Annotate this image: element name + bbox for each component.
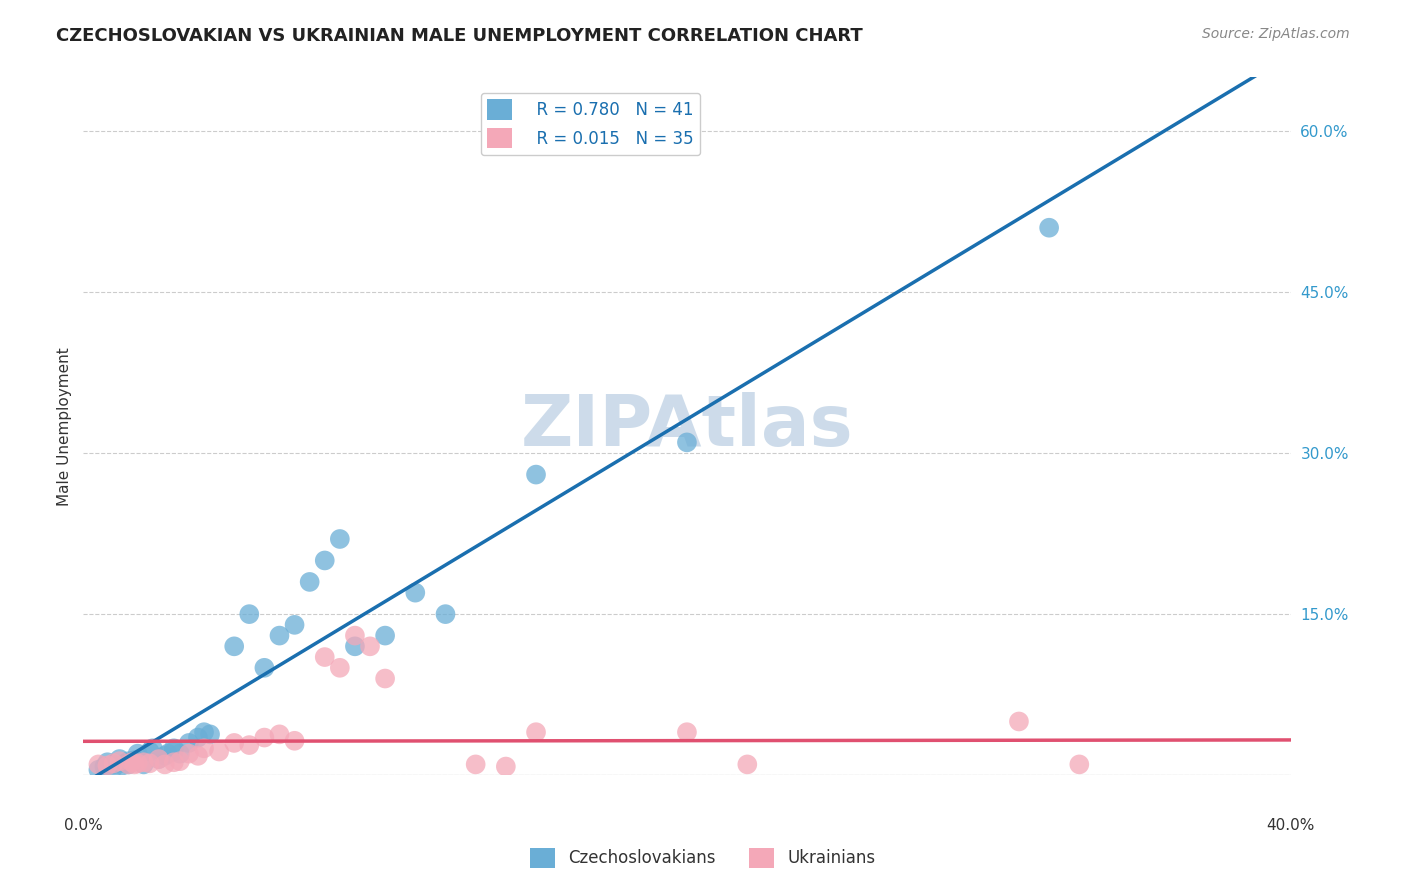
Point	[329, 661, 352, 675]
Point	[138, 756, 160, 771]
Point	[1069, 757, 1091, 772]
Point	[495, 759, 517, 773]
Point	[121, 756, 143, 770]
Point	[269, 629, 291, 643]
Point	[148, 752, 170, 766]
Point	[193, 725, 215, 739]
Point	[132, 757, 155, 772]
Point	[132, 756, 155, 770]
Point	[163, 756, 186, 770]
Point	[124, 757, 146, 772]
Point	[117, 757, 139, 772]
Point	[284, 733, 307, 747]
Point	[163, 741, 186, 756]
Point	[193, 741, 215, 756]
Point	[224, 640, 246, 654]
Point	[238, 738, 260, 752]
Point	[329, 532, 352, 546]
Point	[108, 752, 131, 766]
Point	[153, 757, 176, 772]
Point	[103, 757, 125, 772]
Point	[111, 758, 134, 772]
Point	[187, 748, 209, 763]
Point	[359, 640, 381, 654]
Point	[676, 435, 699, 450]
Point	[374, 629, 396, 643]
Point	[117, 757, 139, 772]
Point	[343, 640, 366, 654]
Point	[169, 754, 191, 768]
Text: ZIPAtlas: ZIPAtlas	[520, 392, 853, 461]
Legend:   R = 0.780   N = 41,   R = 0.015   N = 35: R = 0.780 N = 41, R = 0.015 N = 35	[481, 93, 700, 155]
Text: 0.0%: 0.0%	[63, 818, 103, 833]
Point	[96, 758, 118, 772]
Point	[87, 763, 110, 777]
Point	[524, 467, 547, 482]
Point	[177, 747, 200, 761]
Point	[253, 731, 276, 745]
Point	[238, 607, 260, 621]
Point	[138, 745, 160, 759]
Legend: Czechoslovakians, Ukrainians: Czechoslovakians, Ukrainians	[523, 841, 883, 875]
Point	[374, 672, 396, 686]
Point	[208, 745, 231, 759]
Text: Source: ZipAtlas.com: Source: ZipAtlas.com	[1202, 27, 1350, 41]
Point	[1038, 220, 1060, 235]
Point	[127, 747, 149, 761]
Point	[108, 754, 131, 768]
Point	[121, 756, 143, 770]
Point	[298, 574, 321, 589]
Point	[114, 756, 136, 771]
Point	[177, 736, 200, 750]
Point	[142, 741, 165, 756]
Point	[127, 756, 149, 771]
Text: CZECHOSLOVAKIAN VS UKRAINIAN MALE UNEMPLOYMENT CORRELATION CHART: CZECHOSLOVAKIAN VS UKRAINIAN MALE UNEMPL…	[56, 27, 863, 45]
Point	[117, 754, 139, 768]
Point	[1008, 714, 1031, 729]
Point	[404, 585, 426, 599]
Point	[156, 747, 179, 761]
Point	[124, 753, 146, 767]
Point	[148, 752, 170, 766]
Point	[284, 618, 307, 632]
Point	[314, 650, 336, 665]
Point	[343, 629, 366, 643]
Text: 40.0%: 40.0%	[1267, 818, 1315, 833]
Point	[103, 756, 125, 771]
Point	[96, 756, 118, 770]
Point	[163, 745, 186, 759]
Y-axis label: Male Unemployment: Male Unemployment	[58, 347, 72, 506]
Point	[169, 747, 191, 761]
Point	[253, 661, 276, 675]
Point	[153, 748, 176, 763]
Point	[676, 725, 699, 739]
Point	[93, 759, 115, 773]
Point	[737, 757, 759, 772]
Point	[269, 727, 291, 741]
Point	[198, 727, 221, 741]
Point	[87, 757, 110, 772]
Point	[434, 607, 457, 621]
Point	[103, 761, 125, 775]
Point	[187, 731, 209, 745]
Point	[224, 736, 246, 750]
Point	[524, 725, 547, 739]
Point	[314, 553, 336, 567]
Point	[464, 757, 486, 772]
